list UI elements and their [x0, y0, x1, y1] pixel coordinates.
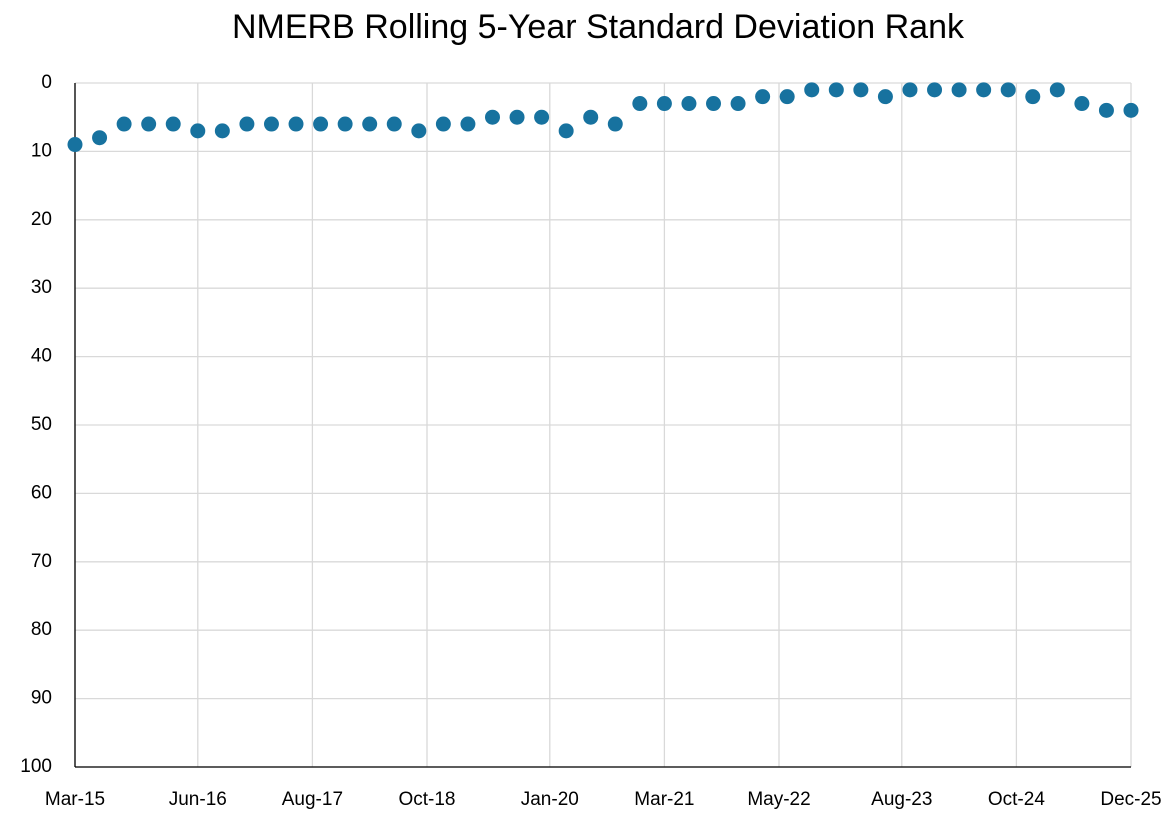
data-point	[288, 116, 304, 132]
data-point	[337, 116, 353, 132]
data-point	[656, 96, 672, 112]
data-point	[411, 123, 427, 139]
data-point	[460, 116, 476, 132]
data-point	[92, 130, 108, 146]
data-point	[362, 116, 378, 132]
y-tick-label: 40	[31, 346, 52, 367]
data-point	[534, 109, 550, 125]
data-point	[755, 89, 771, 105]
data-point	[877, 89, 893, 105]
data-point	[484, 109, 500, 125]
data-point	[1000, 82, 1016, 98]
y-tick-label: 60	[31, 482, 52, 503]
x-tick-label: Oct-24	[988, 789, 1045, 810]
data-point	[951, 82, 967, 98]
data-point	[239, 116, 255, 132]
data-point	[165, 116, 181, 132]
data-point	[214, 123, 230, 139]
x-tick-label: Jun-16	[169, 789, 227, 810]
data-point	[902, 82, 918, 98]
data-point	[976, 82, 992, 98]
data-point	[1025, 89, 1041, 105]
data-point	[706, 96, 722, 112]
data-point	[853, 82, 869, 98]
data-point	[386, 116, 402, 132]
data-point	[1098, 102, 1114, 118]
data-point	[141, 116, 157, 132]
data-point	[190, 123, 206, 139]
chart-title: NMERB Rolling 5-Year Standard Deviation …	[232, 8, 965, 46]
data-point	[681, 96, 697, 112]
data-point	[509, 109, 525, 125]
data-point	[1074, 96, 1090, 112]
data-point	[607, 116, 623, 132]
x-tick-label: Mar-21	[634, 789, 694, 810]
data-point	[804, 82, 820, 98]
y-tick-label: 10	[31, 140, 52, 161]
x-tick-label: Dec-25	[1100, 789, 1161, 810]
data-point	[263, 116, 279, 132]
data-point	[632, 96, 648, 112]
data-point	[67, 137, 83, 153]
data-point	[927, 82, 943, 98]
data-point	[828, 82, 844, 98]
y-tick-label: 30	[31, 277, 52, 298]
x-tick-label: Oct-18	[398, 789, 455, 810]
x-tick-label: Aug-17	[282, 789, 343, 810]
y-tick-label: 100	[20, 756, 52, 777]
data-point	[779, 89, 795, 105]
y-tick-label: 70	[31, 551, 52, 572]
y-tick-label: 0	[41, 72, 52, 93]
data-point	[730, 96, 746, 112]
data-point	[1049, 82, 1065, 98]
data-point	[435, 116, 451, 132]
y-tick-label: 90	[31, 688, 52, 709]
x-tick-label: May-22	[747, 789, 810, 810]
x-tick-label: Jan-20	[521, 789, 579, 810]
x-tick-label: Aug-23	[871, 789, 932, 810]
data-point	[583, 109, 599, 125]
data-point	[116, 116, 132, 132]
data-point	[1123, 102, 1139, 118]
y-tick-label: 50	[31, 414, 52, 435]
data-point	[313, 116, 329, 132]
x-tick-label: Mar-15	[45, 789, 105, 810]
y-tick-label: 20	[31, 209, 52, 230]
y-tick-label: 80	[31, 619, 52, 640]
data-point	[558, 123, 574, 139]
